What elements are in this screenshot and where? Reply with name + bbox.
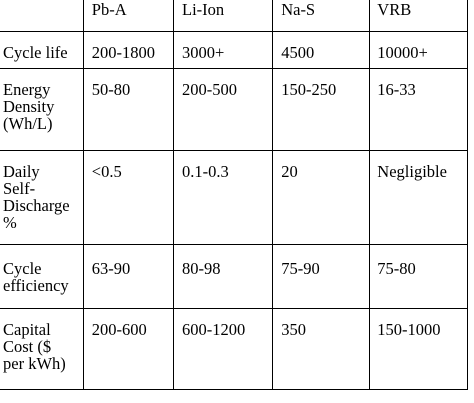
row-label-cell: Cycle efficiency — [0, 244, 84, 309]
header-label: Li-Ion — [181, 0, 225, 19]
header-label — [0, 0, 82, 1]
cell-value: 200-1800 — [91, 43, 156, 62]
cell-value: 20 — [281, 162, 298, 181]
header-cell-na-s: Na-S — [272, 0, 371, 32]
battery-comparison-table: Pb-A Li-Ion Na-S VRB Cycle life 200-1800… — [0, 0, 468, 390]
cell-value: 150-250 — [281, 80, 337, 99]
table-cell: 75-80 — [369, 244, 468, 309]
row-label-cell: Capital Cost ($ per kWh) — [0, 308, 84, 390]
row-label: Daily Self- Discharge % — [3, 162, 70, 232]
header-cell-pb-a: Pb-A — [82, 0, 174, 32]
row-label-cell: Energy Density (Wh/L) — [0, 68, 84, 151]
table-cell: 200-500 — [172, 68, 274, 151]
table-cell: 150-1000 — [369, 308, 468, 390]
table-cell: 16-33 — [369, 68, 468, 151]
table-cell: 4500 — [272, 31, 371, 69]
cell-value: 63-90 — [91, 259, 131, 278]
header-row: Pb-A Li-Ion Na-S VRB — [0, 0, 468, 32]
cell-value: 0.1-0.3 — [181, 162, 229, 181]
cell-value: Negligible — [377, 162, 447, 181]
cell-value: 350 — [281, 320, 306, 339]
table-cell: 50-80 — [82, 68, 174, 151]
table-row: Energy Density (Wh/L) 50-80 200-500 150-… — [0, 68, 468, 151]
table-cell: 350 — [272, 308, 371, 390]
table-row: Daily Self- Discharge % <0.5 0.1-0.3 20 … — [0, 150, 468, 245]
table-cell: 200-1800 — [82, 31, 174, 69]
table-row: Cycle efficiency 63-90 80-98 75-90 75-80 — [0, 244, 468, 309]
table-cell: 75-90 — [272, 244, 371, 309]
table-cell: Negligible — [369, 150, 468, 245]
table-cell: 10000+ — [369, 31, 468, 69]
table-row: Cycle life 200-1800 3000+ 4500 10000+ — [0, 31, 468, 69]
table-row: Capital Cost ($ per kWh) 200-600 600-120… — [0, 308, 468, 390]
table-cell: 20 — [272, 150, 371, 245]
row-label-cell: Cycle life — [0, 31, 84, 69]
header-label: VRB — [377, 0, 412, 19]
cell-value: 10000+ — [377, 43, 428, 62]
table-cell: 150-250 — [272, 68, 371, 151]
cell-value: 75-80 — [377, 259, 416, 278]
table-cell: 0.1-0.3 — [172, 150, 274, 245]
header-cell-li-ion: Li-Ion — [172, 0, 274, 32]
table-cell: 3000+ — [172, 31, 274, 69]
row-label-cell: Daily Self- Discharge % — [0, 150, 84, 245]
table-cell: 80-98 — [172, 244, 274, 309]
row-label: Capital Cost ($ per kWh) — [3, 320, 66, 373]
cell-value: 200-600 — [91, 320, 147, 339]
cell-value: <0.5 — [91, 162, 122, 181]
table-cell: 600-1200 — [172, 308, 274, 390]
header-cell-empty — [0, 0, 84, 32]
header-label: Pb-A — [91, 0, 127, 19]
cell-value: 50-80 — [91, 80, 131, 99]
row-label: Cycle life — [3, 43, 68, 62]
cell-value: 4500 — [281, 43, 315, 62]
row-label: Cycle efficiency — [3, 259, 69, 295]
cell-value: 75-90 — [281, 259, 320, 278]
cell-value: 150-1000 — [377, 320, 441, 339]
header-cell-vrb: VRB — [369, 0, 468, 32]
cell-value: 200-500 — [181, 80, 237, 99]
row-label: Energy Density (Wh/L) — [3, 80, 55, 133]
cell-value: 16-33 — [377, 80, 416, 99]
table-cell: 200-600 — [82, 308, 174, 390]
cell-value: 80-98 — [181, 259, 221, 278]
header-label: Na-S — [281, 0, 316, 19]
cell-value: 600-1200 — [181, 320, 246, 339]
cell-value: 3000+ — [181, 43, 225, 62]
table-cell: <0.5 — [82, 150, 174, 245]
table-cell: 63-90 — [82, 244, 174, 309]
